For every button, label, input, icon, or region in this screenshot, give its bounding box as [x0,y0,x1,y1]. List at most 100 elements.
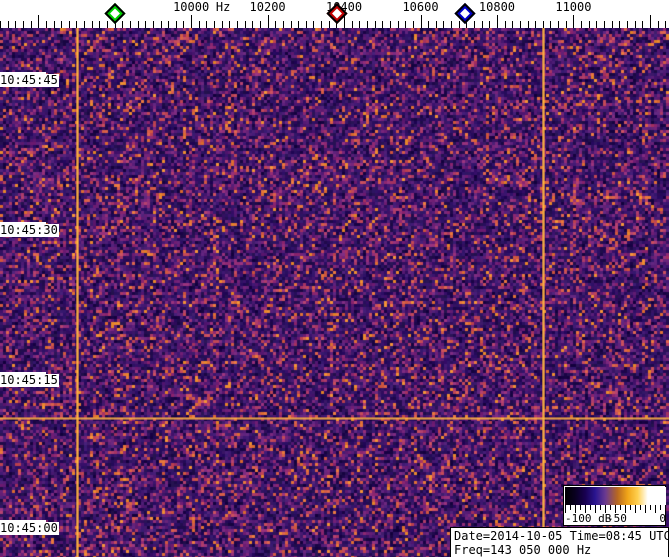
frequency-minor-tick [275,21,276,28]
frequency-minor-tick [665,21,666,28]
frequency-minor-tick [359,21,360,28]
frequency-minor-tick [168,21,169,28]
colorbar-gradient [565,487,666,505]
frequency-minor-tick [283,21,284,28]
frequency-tick-label: 10600 [402,0,439,14]
frequency-minor-tick [535,21,536,28]
frequency-minor-tick [367,21,368,28]
frequency-unit-label: Hz [215,0,231,14]
frequency-minor-tick [107,21,108,28]
colorbar-minor-tick [610,505,611,510]
colorbar-minor-tick [630,505,631,510]
time-tick [0,72,46,74]
frequency-minor-tick [566,21,567,28]
frequency-minor-tick [145,21,146,28]
colorbar-major-tick [635,505,636,513]
time-axis-label: 10:45:30 [0,223,59,237]
marker-inner [460,8,470,19]
frequency-axis: 10000 10200 10400 10600 10800 11000 Hz [0,0,669,28]
frequency-minor-tick [635,21,636,28]
frequency-minor-tick [237,21,238,28]
frequency-minor-tick [604,21,605,28]
colorbar-minor-tick [590,505,591,510]
frequency-minor-tick [505,21,506,28]
time-axis-label: 10:45:45 [0,73,59,87]
frequency-minor-tick [54,21,55,28]
frequency-minor-tick [69,21,70,28]
frequency-minor-tick [84,21,85,28]
frequency-minor-tick [612,21,613,28]
colorbar-minor-tick [640,505,641,510]
frequency-minor-tick [443,21,444,28]
marker-inner [110,8,120,19]
colorbar-major-tick [595,505,596,513]
time-tick [0,222,46,224]
colorbar-minor-tick [570,505,571,510]
marker-inner [332,8,342,19]
colorbar-major-tick [655,505,656,513]
frequency-minor-tick [76,21,77,28]
colorbar-major-tick [665,505,666,513]
frequency-minor-tick [31,21,32,28]
spectrogram-canvas[interactable]: 10:45:45 10:45:30 10:45:15 10:45:00 -100 dB… [0,28,669,557]
frequency-minor-tick [260,21,261,28]
frequency-minor-tick [46,21,47,28]
frequency-minor-tick [229,21,230,28]
frequency-minor-tick [130,21,131,28]
frequency-minor-tick [313,21,314,28]
colorbar-minor-tick [580,505,581,510]
frequency-minor-tick [451,21,452,28]
colorbar-label-mid: -50 [607,512,627,525]
frequency-minor-tick [336,21,337,28]
colorbar-major-tick [615,505,616,513]
frequency-minor-tick [161,21,162,28]
observation-info-box: Date=2014-10-05 Time=08:45 UTC Freq=143 … [450,527,669,557]
frequency-major-tick [38,15,39,28]
frequency-minor-tick [61,21,62,28]
frequency-minor-tick [658,21,659,28]
frequency-minor-tick [382,21,383,28]
frequency-minor-tick [642,21,643,28]
frequency-minor-tick [298,21,299,28]
colorbar-label-high: 0 [659,512,666,525]
frequency-minor-tick [398,21,399,28]
frequency-minor-tick [153,21,154,28]
frequency-minor-tick [413,21,414,28]
colorbar-minor-tick [620,505,621,510]
frequency-minor-tick [183,21,184,28]
frequency-major-tick [650,15,651,28]
frequency-minor-tick [428,21,429,28]
colorbar-minor-tick [660,505,661,510]
info-date-time: Date=2014-10-05 Time=08:45 UTC [454,529,669,543]
colorbar-major-tick [565,505,566,513]
frequency-major-tick [191,15,192,28]
frequency-minor-tick [466,21,467,28]
frequency-minor-tick [199,21,200,28]
frequency-minor-tick [474,21,475,28]
time-axis-label: 10:45:00 [0,521,59,535]
colorbar-major-tick [645,505,646,513]
frequency-minor-tick [581,21,582,28]
time-tick [0,372,46,374]
frequency-minor-tick [436,21,437,28]
frequency-minor-tick [482,21,483,28]
frequency-minor-tick [329,21,330,28]
carrier-line [542,28,545,557]
frequency-minor-tick [245,21,246,28]
marker-blue-icon[interactable] [454,2,476,25]
frequency-minor-tick [619,21,620,28]
frequency-minor-tick [99,21,100,28]
colorbar-major-tick [605,505,606,513]
frequency-minor-tick [543,21,544,28]
frequency-minor-tick [306,21,307,28]
frequency-major-tick [268,15,269,28]
time-tick [0,520,46,522]
frequency-minor-tick [390,21,391,28]
frequency-minor-tick [352,21,353,28]
frequency-minor-tick [520,21,521,28]
frequency-tick-label: 10200 [249,0,286,14]
frequency-minor-tick [459,21,460,28]
frequency-minor-tick [596,21,597,28]
colorbar-ticks [565,505,666,513]
